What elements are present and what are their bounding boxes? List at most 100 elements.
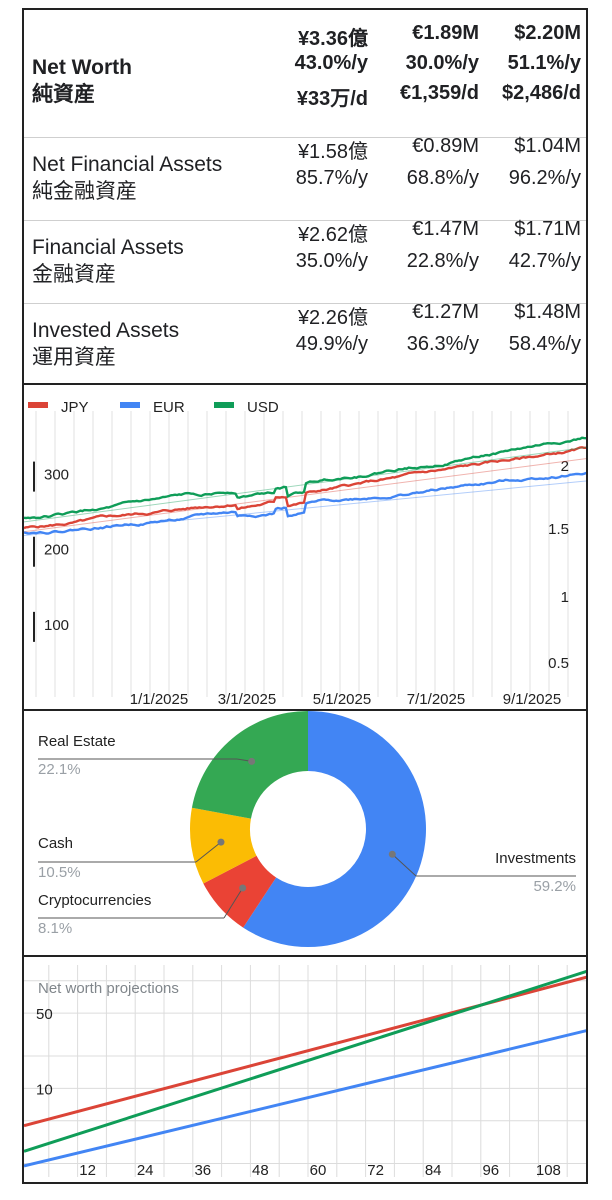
legend-swatch [28, 402, 48, 408]
x-tick-label: 9/1/2025 [503, 691, 561, 708]
x-tick-label: 1/1/2025 [130, 691, 188, 708]
net-worth-projection-svg: Net worth projections 10 50 12 24 36 48 60 72 84 9… [24, 965, 586, 1179]
y-right-tick-label: 1 [561, 589, 569, 606]
summary-value: 68.8%/y [406, 167, 479, 189]
series-line-eur [24, 471, 586, 535]
projection-line [24, 1029, 586, 1168]
summary-value: $1.48M [514, 301, 581, 323]
legend-label: EUR [153, 399, 185, 416]
slice-label: Investments [495, 850, 576, 867]
x-tick-label: 48 [252, 1162, 269, 1179]
divider [24, 383, 586, 385]
divider [24, 955, 586, 957]
summary-value: 51.1%/y [507, 52, 581, 74]
slice-label: Cash [38, 835, 73, 852]
summary-row: Financial Assets 金融資産 ¥2.62億 €1.47M $1.71M 35… [24, 218, 586, 304]
summary-value: 36.3%/y [406, 333, 479, 355]
x-tick-label: 96 [482, 1162, 499, 1179]
leader-dot [388, 850, 396, 858]
y-right-tick-label: 2 [561, 458, 569, 475]
leader-dot [248, 757, 256, 765]
slice-real-estate [191, 711, 308, 819]
chart-title: Net worth projections [38, 980, 179, 997]
summary-value: $2.20M [514, 22, 581, 44]
leader-dot [239, 884, 247, 892]
label-en: Financial Assets [32, 236, 184, 259]
summary-row: Invested Assets 運用資産 ¥2.26億 €1.27M $1.48M 49.… [24, 301, 586, 382]
summary-value: 43.0%/y [294, 52, 368, 74]
summary-value: 58.4%/y [508, 333, 581, 355]
currency-history-svg: 100 200 300 0.5 1 1.5 2 1/1/2025 3/1/2025 5/1/202… [24, 399, 586, 708]
slice-cryptocurrencies [203, 855, 277, 928]
summary-value: ¥3.36億 [297, 28, 368, 50]
leader-line [195, 841, 222, 863]
summary-value: €1,359/d [400, 82, 479, 104]
slice-label: Cryptocurrencies [38, 892, 151, 909]
y-right-tick-label: 1.5 [548, 521, 569, 538]
slice-percent: 10.5% [38, 864, 81, 881]
trend-line-usd [24, 446, 586, 523]
x-tick-label: 60 [310, 1162, 327, 1179]
x-tick-label: 84 [425, 1162, 442, 1179]
label-en: Net Financial Assets [32, 153, 223, 176]
summary-value: 85.7%/y [295, 167, 368, 189]
summary-value: ¥33万/d [296, 88, 368, 110]
summary-value: €1.89M [412, 22, 479, 44]
x-tick-label: 3/1/2025 [218, 691, 276, 708]
summary-value: ¥2.62億 [297, 224, 368, 246]
x-tick-label: 36 [194, 1162, 211, 1179]
summary-row: Net Worth 純資産 ¥3.36億 €1.89M $2.20M 43.0%/y 30.… [24, 10, 586, 138]
y-right-tick-label: 0.5 [548, 655, 569, 672]
summary-value: $2,486/d [502, 82, 581, 104]
label-en: Invested Assets [32, 319, 180, 342]
x-tick-label: 7/1/2025 [407, 691, 465, 708]
slice-investments [243, 711, 426, 947]
y-left-tick-label: 100 [44, 617, 69, 634]
label-en: Net Worth [32, 56, 132, 79]
legend-label: JPY [61, 399, 89, 416]
y-left-tick-label: 300 [44, 467, 69, 484]
series-line-jpy [24, 446, 586, 530]
legend-swatch [120, 402, 140, 408]
slice-label: Real Estate [38, 733, 116, 750]
y-left-tick-label: 200 [44, 542, 69, 559]
summary-value: 30.0%/y [405, 52, 479, 74]
net-worth-projection-chart[interactable]: Net worth projections 10 50 12 24 36 48 60 72 84 9… [24, 957, 586, 1182]
trend-line-eur [24, 480, 586, 536]
slice-percent: 59.2% [533, 878, 576, 895]
summary-value: ¥1.58億 [297, 141, 368, 163]
y-tick-label: 10 [36, 1081, 53, 1098]
slice-cash [190, 807, 257, 884]
summary-table: Net Worth 純資産 ¥3.36億 €1.89M $2.20M 43.0%/y 30.… [24, 10, 586, 382]
y-tick-label: 50 [36, 1006, 53, 1023]
legend-swatch [214, 402, 234, 408]
x-tick-label: 72 [367, 1162, 384, 1179]
projection-line [24, 970, 586, 1153]
summary-value: 49.9%/y [295, 333, 368, 355]
asset-allocation-chart[interactable]: Investments 59.2% Cryptocurrencies 8.1% Cash… [24, 711, 586, 955]
currency-history-chart[interactable]: 100 200 300 0.5 1 1.5 2 1/1/2025 3/1/2025 5/1/202… [24, 385, 586, 709]
summary-value: 96.2%/y [508, 167, 581, 189]
label-ja: 純資産 [32, 83, 95, 106]
asset-allocation-svg: Investments 59.2% Cryptocurrencies 8.1% Cash… [38, 711, 576, 947]
summary-row-label: Financial Assets 金融資産 [32, 234, 184, 288]
label-ja: 金融資産 [32, 263, 116, 286]
leader-line [223, 887, 244, 919]
leader-dot [217, 838, 225, 846]
summary-row-label: Invested Assets 運用資産 [32, 317, 179, 371]
summary-value: ¥2.26億 [297, 307, 368, 329]
slice-percent: 8.1% [38, 920, 72, 937]
summary-value: €1.47M [412, 218, 479, 240]
leader-line [391, 853, 417, 877]
slice-percent: 22.1% [38, 761, 81, 778]
x-tick-label: 5/1/2025 [313, 691, 371, 708]
trend-line-jpy [24, 458, 586, 533]
legend-label: USD [247, 399, 279, 416]
summary-value: 35.0%/y [295, 250, 368, 272]
summary-value: €0.89M [412, 135, 479, 157]
dashboard: Net Worth 純資産 ¥3.36億 €1.89M $2.20M 43.0%/y 30.… [22, 8, 588, 1184]
summary-value: 42.7%/y [508, 250, 581, 272]
summary-row-label: Net Financial Assets 純金融資産 [32, 151, 222, 205]
label-ja: 運用資産 [32, 346, 116, 369]
summary-row: Net Financial Assets 純金融資産 ¥1.58億 €0.89M $1.… [24, 135, 586, 221]
